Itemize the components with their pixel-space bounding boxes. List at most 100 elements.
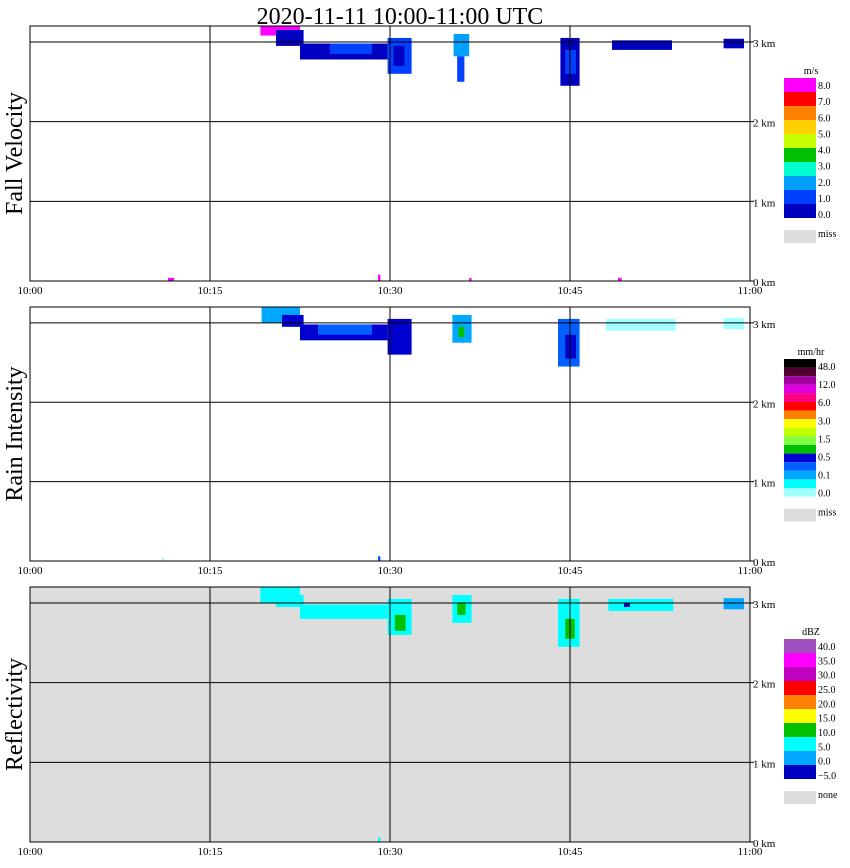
y-tick-label: 0 km <box>753 557 776 569</box>
legend-label: 30.0 <box>818 671 836 682</box>
legend-swatch <box>784 176 816 190</box>
y-tick-label: 3 km <box>753 38 776 50</box>
legend-swatch <box>784 78 816 92</box>
legend-fall-velocity: m/s 8.0 7.0 6.0 5.0 4.0 3.0 2.0 1.0 0.0 miss <box>784 66 836 243</box>
legend-label: 40.0 <box>818 642 836 653</box>
echo-cell <box>318 324 372 335</box>
legend-label: 4.0 <box>818 146 831 157</box>
echo-cell <box>330 43 372 54</box>
legend-swatch <box>784 488 816 497</box>
legend-label: 0.0 <box>818 489 831 500</box>
x-tick-label: 11:00 <box>738 565 763 577</box>
legend-label: 8.0 <box>818 81 831 92</box>
x-tick-label: 10:45 <box>557 846 583 858</box>
panel-rain-intensity: 0 km 1 km 2 km 3 km 10:00 10:15 10:30 10:45 11:0… <box>2 306 836 577</box>
x-tick-label: 10:15 <box>197 565 223 577</box>
legend-label: 3.0 <box>818 416 831 427</box>
legend-swatch <box>784 384 816 394</box>
y-tick-label: 0 km <box>753 277 776 289</box>
legend-swatch <box>784 436 816 445</box>
y-axis-label: Rain Intensity <box>2 366 28 501</box>
legend-miss-label: miss <box>818 508 836 519</box>
legend-swatch <box>784 470 816 480</box>
legend-swatch <box>784 737 816 751</box>
legend-miss-swatch <box>784 791 816 804</box>
legend-swatch <box>784 120 816 134</box>
y-tick-label: 2 km <box>753 679 776 691</box>
y-axis-label: Fall Velocity <box>2 92 28 215</box>
legend-label: 1.0 <box>818 194 831 205</box>
legend-miss-swatch <box>784 230 816 243</box>
echo-cell <box>608 598 674 611</box>
legend-swatch <box>784 667 816 681</box>
legend-miss-swatch <box>784 508 816 522</box>
echo-cell <box>723 38 744 49</box>
echo-cell <box>300 604 388 619</box>
legend-swatch <box>784 92 816 106</box>
legend-miss-label: miss <box>818 229 836 240</box>
legend-label: 12.0 <box>818 380 836 391</box>
plot-frame <box>29 25 751 282</box>
legend-swatch <box>784 359 816 368</box>
panel-reflectivity: 0 km 1 km 2 km 3 km 10:00 10:15 10:30 10:45 11:0… <box>2 586 838 858</box>
legend-swatch <box>784 402 816 411</box>
echo-cell <box>453 33 470 57</box>
legend-label: 15.0 <box>818 714 836 725</box>
x-tick-label: 10:30 <box>377 565 403 577</box>
echo-cell <box>282 314 304 327</box>
echo-cell <box>565 49 576 74</box>
legend-swatch <box>784 765 816 779</box>
x-tick-label: 10:30 <box>377 846 403 858</box>
x-tick-label: 10:00 <box>17 565 43 577</box>
x-tick-label: 10:30 <box>377 285 403 297</box>
echo-cell <box>162 557 165 561</box>
legend-swatch <box>784 393 816 402</box>
echo-cell <box>393 45 405 66</box>
legend-rain-intensity: mm/hr 48.0 12.0 6.0 3.0 1.5 0.5 0.1 0.0 miss <box>784 347 836 522</box>
legend-swatch <box>784 479 816 488</box>
legend-swatch <box>784 190 816 204</box>
legend-swatch <box>784 653 816 667</box>
y-tick-label: 1 km <box>753 478 776 490</box>
y-tick-label: 3 km <box>753 599 776 611</box>
echo-cell <box>378 556 381 561</box>
x-tick-label: 10:45 <box>557 565 583 577</box>
echo-cell <box>378 274 381 281</box>
legend-label: 0.0 <box>818 757 831 768</box>
legend-label: 7.0 <box>818 97 831 108</box>
x-tick-label: 11:00 <box>738 846 763 858</box>
legend-swatch <box>784 427 816 437</box>
legend-swatch <box>784 709 816 723</box>
y-tick-label: 3 km <box>753 319 776 331</box>
echo-cell <box>612 40 672 50</box>
legend-label: 0.1 <box>818 471 831 482</box>
legend-label: 0.0 <box>818 210 831 221</box>
echo-cell <box>457 56 465 82</box>
echo-cell <box>618 277 622 281</box>
echo-cell <box>565 334 576 359</box>
legend-swatch <box>784 681 816 695</box>
plot-frame <box>29 586 751 843</box>
echo-cell <box>457 602 466 615</box>
legend-swatch <box>784 419 816 428</box>
legend-label: 2.0 <box>818 178 831 189</box>
x-tick-label: 10:00 <box>17 285 43 297</box>
legend-label: 10.0 <box>818 728 836 739</box>
echo-cell <box>168 277 174 281</box>
legend-label: 1.5 <box>818 434 831 445</box>
echo-cell <box>394 614 406 631</box>
legend-swatch <box>784 410 816 420</box>
legend-swatch <box>784 462 816 471</box>
echo-cell <box>723 318 744 330</box>
legend-miss-label: none <box>818 790 838 801</box>
legend-unit: m/s <box>804 66 819 77</box>
echo-cell <box>723 598 744 610</box>
legend-label: −5.0 <box>818 771 836 782</box>
y-tick-label: 2 km <box>753 118 776 130</box>
legend-swatch <box>784 148 816 162</box>
plot-frame <box>29 306 751 562</box>
legend-label: 5.0 <box>818 129 831 140</box>
echo-cell <box>276 29 304 46</box>
legend-label: 20.0 <box>818 699 836 710</box>
y-axis-label: Reflectivity <box>2 658 28 771</box>
